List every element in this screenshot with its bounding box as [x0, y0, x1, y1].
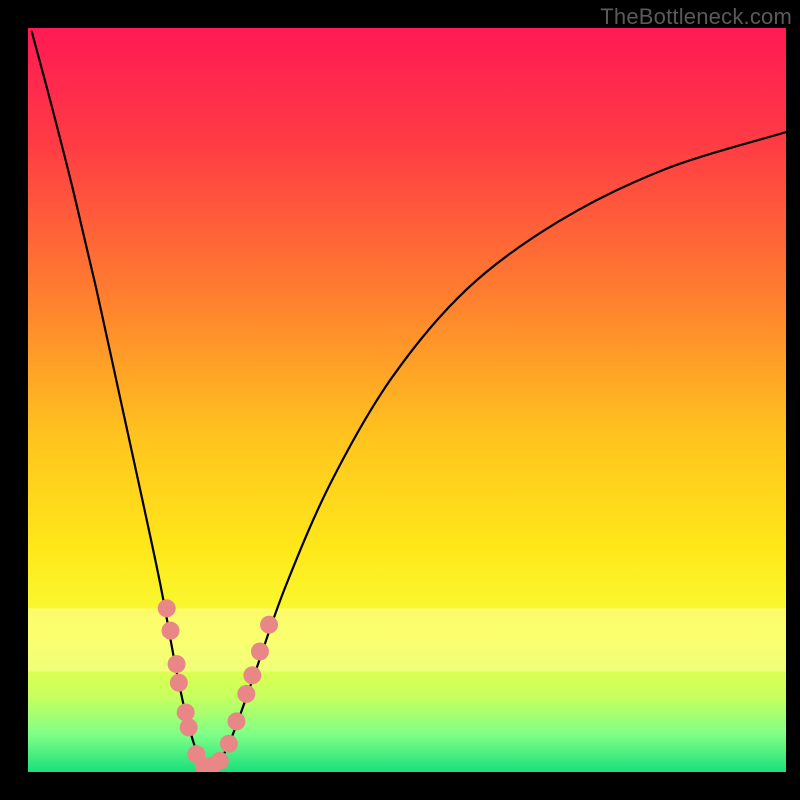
marker-dot — [251, 642, 269, 660]
marker-dot — [162, 622, 180, 640]
highlight-band — [28, 608, 786, 671]
watermark-text: TheBottleneck.com — [600, 4, 792, 30]
marker-dot — [227, 712, 245, 730]
plot-svg — [28, 28, 786, 772]
marker-dot — [220, 735, 238, 753]
marker-dot — [260, 616, 278, 634]
plot-area — [28, 28, 786, 772]
marker-dot — [177, 703, 195, 721]
marker-dot — [211, 752, 229, 770]
marker-dot — [237, 685, 255, 703]
marker-dot — [170, 674, 188, 692]
frame: TheBottleneck.com — [0, 0, 800, 800]
marker-dot — [180, 718, 198, 736]
marker-dot — [243, 666, 261, 684]
marker-dot — [168, 655, 186, 673]
marker-dot — [158, 599, 176, 617]
